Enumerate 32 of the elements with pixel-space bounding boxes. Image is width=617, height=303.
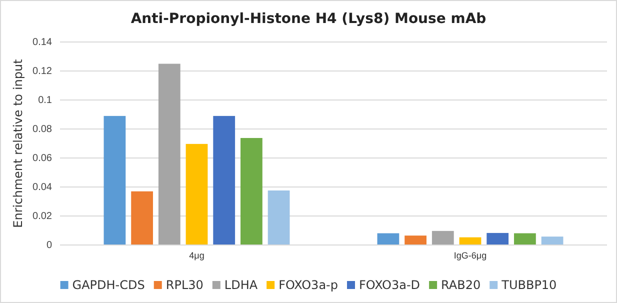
legend-label: FOXO3a-p — [278, 278, 338, 292]
legend-label: RPL30 — [166, 278, 204, 292]
y-tick-label: 0.02 — [32, 211, 52, 222]
bar — [541, 236, 564, 245]
y-axis-title: Enrichment relative to input — [11, 58, 25, 228]
y-tick-label: 0 — [46, 240, 52, 252]
x-tick-label: 4μg — [189, 250, 204, 260]
bar — [377, 233, 400, 245]
y-tick-label: 0.06 — [32, 153, 52, 164]
y-tick-label: 0.14 — [32, 37, 52, 48]
legend-label: TUBBP10 — [500, 278, 557, 292]
chart-title: Anti-Propionyl-Histone H4 (Lys8) Mouse mAb — [130, 11, 486, 27]
y-tick-label: 0.12 — [32, 66, 52, 78]
bar — [268, 190, 290, 245]
y-tick-label: 0.1 — [38, 95, 52, 106]
bar — [104, 116, 126, 245]
bar — [432, 230, 454, 245]
y-tick-label: 0.04 — [32, 182, 52, 194]
x-tick-label: IgG-6μg — [454, 250, 487, 260]
bar — [186, 144, 208, 245]
bar — [158, 64, 180, 245]
bar — [240, 138, 262, 245]
bar — [486, 232, 509, 245]
legend-label: RAB20 — [441, 278, 481, 292]
legend-label: GAPDH-CDS — [72, 278, 145, 292]
legend-label: LDHA — [224, 278, 258, 292]
bar — [404, 236, 426, 245]
bar — [131, 191, 153, 245]
legend-label: FOXO3a-D — [359, 278, 420, 292]
bar — [514, 233, 536, 245]
bar — [213, 116, 236, 245]
y-tick-label: 0.08 — [32, 124, 52, 136]
